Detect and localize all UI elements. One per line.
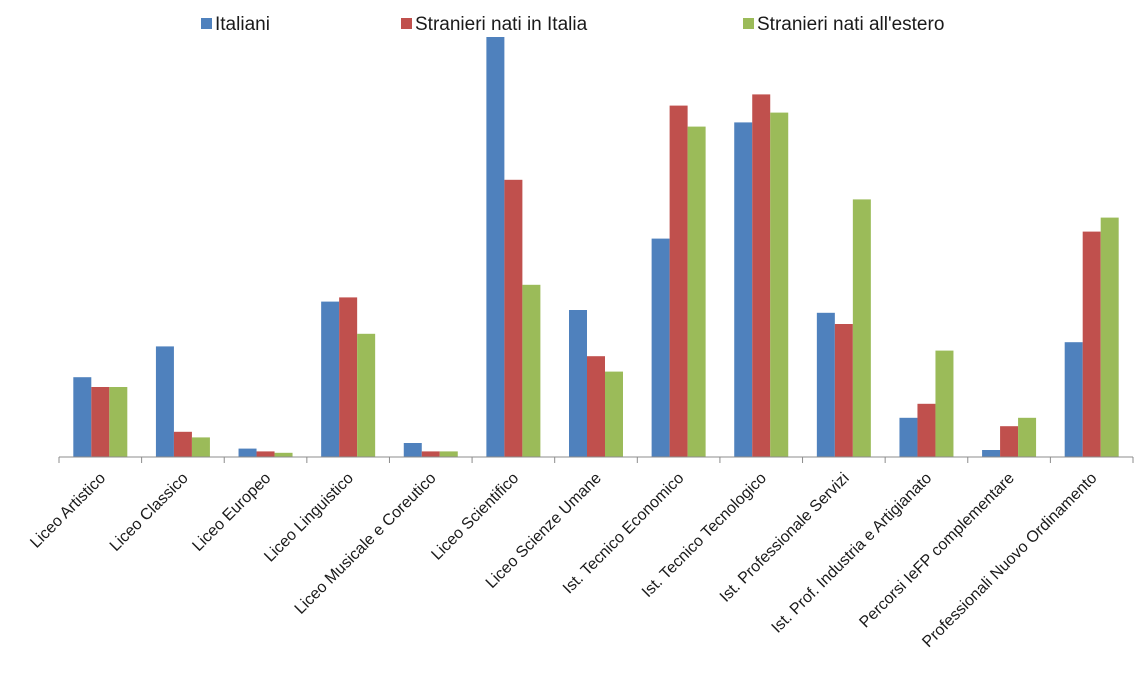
x-tick-label: Percorsi IeFP complementare: [856, 470, 1018, 632]
x-tick-label: Liceo Europeo: [189, 470, 274, 555]
bar-stranieri-nati-all-estero-liceo-linguistico: [357, 333, 376, 457]
x-tick-label: Professionali Nuovo Ordinamento: [919, 470, 1100, 651]
bar-stranieri-nati-in-italia-ist-professionale-servizi: [834, 324, 853, 457]
bar-stranieri-nati-all-estero-liceo-classico: [191, 437, 210, 457]
bar-stranieri-nati-all-estero-liceo-europeo: [274, 452, 293, 457]
bar-italiani-ist-tecnico-economico: [651, 238, 670, 457]
x-tick-label: Liceo Linguistico: [261, 470, 357, 566]
bar-stranieri-nati-in-italia-liceo-scientifico: [504, 179, 523, 458]
bar-italiani-liceo-classico: [155, 346, 174, 457]
bar-italiani-liceo-artistico: [73, 377, 92, 457]
x-tick-label: Liceo Classico: [107, 470, 192, 555]
legend-swatch: [201, 18, 212, 29]
bar-stranieri-nati-in-italia-liceo-classico: [173, 431, 192, 457]
bar-group: [73, 37, 1119, 458]
bar-italiani-professionali-nuovo-ordinamento: [1064, 342, 1083, 457]
bar-stranieri-nati-in-italia-percorsi-iefp-complementare: [1000, 426, 1019, 457]
bar-stranieri-nati-in-italia-liceo-artistico: [91, 387, 110, 457]
bar-stranieri-nati-in-italia-ist-tecnico-economico: [669, 105, 688, 457]
bar-stranieri-nati-all-estero-liceo-artistico: [109, 387, 128, 457]
x-axis-ticks: [58, 457, 1134, 463]
bar-stranieri-nati-in-italia-liceo-scienze-umane: [587, 356, 605, 457]
bar-italiani-percorsi-iefp-complementare: [982, 450, 1001, 457]
bar-stranieri-nati-all-estero-liceo-musicale-e-coreutico: [439, 451, 458, 457]
bar-stranieri-nati-all-estero-percorsi-iefp-complementare: [1018, 417, 1037, 457]
chart-legend: Italiani Stranieri nati in Italia Stranier…: [201, 14, 944, 35]
bar-italiani-ist-prof-industria-e-artigianato: [899, 417, 918, 457]
bar-stranieri-nati-in-italia-liceo-linguistico: [339, 297, 358, 457]
x-tick-label: Liceo Musicale e Coreutico: [292, 470, 440, 618]
bar-stranieri-nati-all-estero-ist-professionale-servizi: [852, 199, 871, 457]
bar-stranieri-nati-all-estero-ist-prof-industria-e-artigianato: [935, 350, 954, 457]
bar-stranieri-nati-in-italia-ist-prof-industria-e-artigianato: [917, 403, 936, 457]
bar-italiani-liceo-musicale-e-coreutico: [403, 443, 422, 457]
bar-stranieri-nati-in-italia-professionali-nuovo-ordinamento: [1082, 231, 1101, 457]
legend-swatch: [743, 18, 754, 29]
bar-stranieri-nati-all-estero-ist-tecnico-tecnologico: [770, 112, 789, 457]
bar-stranieri-nati-all-estero-professionali-nuovo-ordinamento: [1100, 217, 1119, 457]
x-tick-label: Ist. Prof. Industria e Artigianato: [769, 470, 936, 637]
bar-stranieri-nati-all-estero-liceo-scienze-umane: [605, 371, 623, 457]
legend-label: Italiani: [215, 14, 270, 35]
bar-stranieri-nati-all-estero-ist-tecnico-economico: [687, 126, 706, 457]
bar-italiani-ist-tecnico-tecnologico: [734, 122, 753, 458]
bar-stranieri-nati-all-estero-liceo-scientifico: [522, 284, 541, 457]
bar-italiani-liceo-europeo: [238, 448, 257, 457]
bar-italiani-liceo-scientifico: [486, 37, 505, 457]
legend-swatch: [401, 18, 412, 29]
bar-stranieri-nati-in-italia-ist-tecnico-tecnologico: [752, 94, 771, 458]
bar-italiani-liceo-linguistico: [321, 301, 340, 457]
x-tick-label: Liceo Artistico: [27, 470, 109, 552]
x-tick-label: Liceo Scientifico: [428, 470, 522, 564]
bar-stranieri-nati-in-italia-liceo-musicale-e-coreutico: [421, 451, 440, 457]
bar-italiani-ist-professionale-servizi: [816, 312, 835, 457]
bar-italiani-liceo-scienze-umane: [569, 310, 587, 457]
legend-label: Stranieri nati in Italia: [415, 14, 588, 35]
bar-stranieri-nati-in-italia-liceo-europeo: [256, 451, 275, 457]
legend-label: Stranieri nati all'estero: [757, 14, 944, 35]
